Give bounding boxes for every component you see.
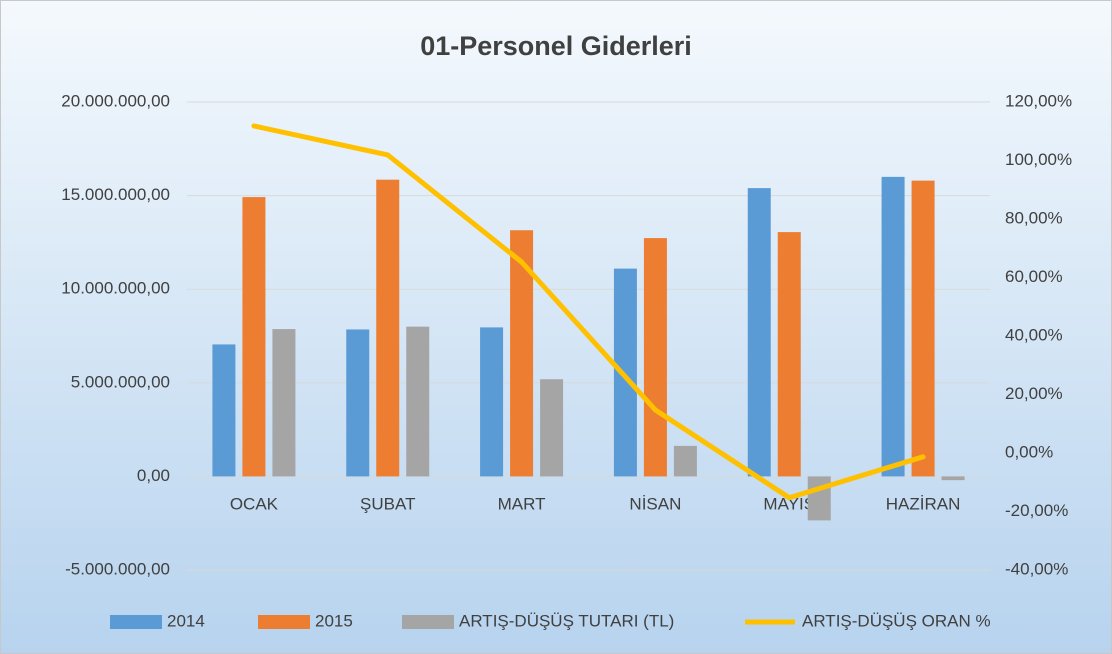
- y2-tick-label: 80,00%: [1005, 208, 1063, 227]
- bar: [613, 268, 637, 477]
- x-tick-label: NİSAN: [629, 494, 681, 513]
- bar: [510, 230, 534, 477]
- x-tick-label: OCAK: [230, 494, 279, 513]
- legend-swatch: [110, 615, 162, 629]
- line-series: [251, 123, 926, 501]
- bar: [376, 179, 400, 477]
- x-tick-label: ŞUBAT: [360, 494, 415, 513]
- y2-tick-label: 20,00%: [1005, 384, 1063, 403]
- y-tick-label: 5.000.000,00: [71, 372, 170, 391]
- y2-tick-label: 40,00%: [1005, 325, 1063, 344]
- bar: [881, 176, 905, 477]
- y2-tick-label: 100,00%: [1005, 150, 1072, 169]
- bar: [673, 445, 697, 477]
- y2-tick-label: -40,00%: [1005, 559, 1068, 578]
- y-tick-label: 10.000.000,00: [61, 279, 170, 298]
- bar: [272, 329, 296, 477]
- bar: [480, 327, 504, 477]
- legend-label: ARTIŞ-DÜŞÜŞ ORAN %: [802, 611, 991, 630]
- bar: [212, 344, 236, 477]
- y2-tick-label: 60,00%: [1005, 267, 1063, 286]
- bar: [643, 238, 667, 477]
- bar: [242, 197, 266, 477]
- bar: [941, 476, 965, 481]
- legend-label: 2014: [167, 611, 205, 630]
- bar: [406, 326, 430, 477]
- y-tick-label: 20.000.000,00: [61, 91, 170, 110]
- y-tick-label: -5.000.000,00: [65, 559, 170, 578]
- x-tick-label: MAYIS: [763, 494, 815, 513]
- bar: [540, 379, 564, 477]
- y2-tick-label: 0,00%: [1005, 442, 1053, 461]
- y2-tick-label: 120,00%: [1005, 91, 1072, 110]
- x-tick-label: HAZİRAN: [886, 494, 961, 513]
- legend-swatch: [258, 615, 310, 629]
- bar: [747, 188, 771, 477]
- bar: [346, 329, 370, 477]
- bar: [911, 180, 935, 477]
- legend-label: ARTIŞ-DÜŞÜŞ TUTARI (TL): [459, 611, 674, 630]
- legend-label: 2015: [315, 611, 353, 630]
- y-tick-label: 15.000.000,00: [61, 185, 170, 204]
- legend-swatch: [402, 615, 454, 629]
- bar: [807, 476, 831, 521]
- x-tick-label: MART: [498, 494, 546, 513]
- y-tick-label: 0,00: [137, 466, 170, 485]
- y2-tick-label: -20,00%: [1005, 501, 1068, 520]
- bar: [777, 232, 801, 477]
- chart-title: 01-Personel Giderleri: [420, 31, 692, 61]
